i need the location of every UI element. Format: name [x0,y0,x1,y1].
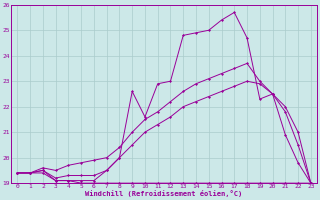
X-axis label: Windchill (Refroidissement éolien,°C): Windchill (Refroidissement éolien,°C) [85,190,243,197]
